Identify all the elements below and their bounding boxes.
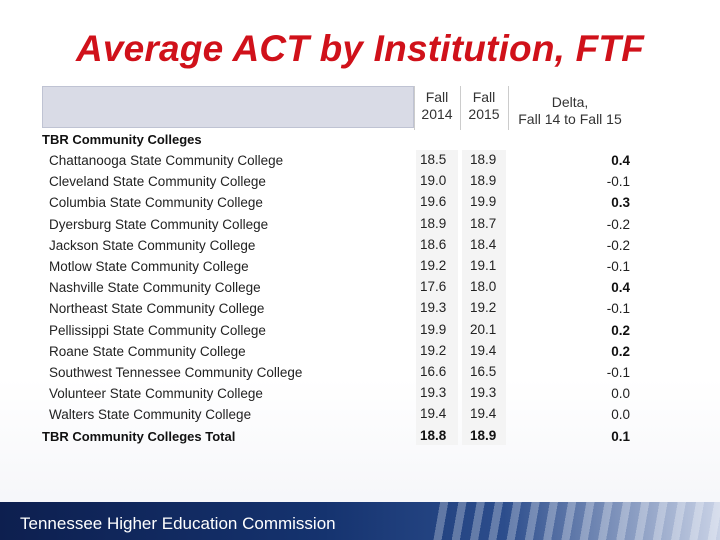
institution-name: Southwest Tennessee Community College	[49, 365, 303, 380]
table-row: Roane State Community College 19.2 19.4 0.2	[0, 341, 720, 362]
fall-2014-value: 19.0	[420, 173, 447, 189]
table-row: Columbia State Community College 19.6 19.9…	[0, 192, 720, 213]
institution-name: TBR Community Colleges Total	[42, 428, 236, 444]
table-row: Walters State Community College 19.4 19.4 0…	[0, 404, 720, 425]
footer-text: Tennessee Higher Education Commission	[20, 514, 336, 533]
column-header-fall-2014: Fall 2014	[416, 89, 458, 123]
fall-2015-value: 19.1	[470, 258, 497, 273]
fall-2014-value: 19.9	[420, 321, 447, 337]
institution-name: Jackson State Community College	[49, 237, 256, 253]
fall-2015-value: 19.2	[470, 300, 497, 316]
table-row: Southwest Tennessee Community College 16.…	[0, 362, 720, 383]
fall-2015-value: 20.1	[470, 321, 497, 337]
slide-title: Average ACT by Institution, FTF	[75, 28, 645, 69]
table-header-box	[42, 86, 414, 128]
fall-2014-value: 18.9	[420, 215, 447, 231]
column-header-line: Fall	[472, 89, 496, 105]
flag-graphic	[430, 502, 720, 540]
fall-2015-value: 19.4	[470, 406, 497, 422]
delta-value: -0.2	[606, 237, 630, 253]
column-band	[462, 150, 506, 445]
fall-2014-value: 18.8	[420, 427, 447, 443]
fall-2015-value: 19.4	[470, 342, 497, 358]
institution-name: Motlow State Community College	[49, 259, 249, 274]
institution-name: Northeast State Community College	[49, 301, 265, 317]
fall-2014-value: 17.6	[420, 279, 447, 295]
delta-value: 0.0	[611, 407, 630, 423]
institution-name: Cleveland State Community College	[49, 174, 266, 190]
table-row: Chattanooga State Community College 18.5 1…	[0, 150, 720, 171]
delta-value: -0.1	[606, 301, 630, 317]
institution-name: Roane State Community College	[49, 343, 246, 359]
delta-value: 0.1	[611, 428, 630, 444]
fall-2015-value: 18.9	[470, 152, 497, 167]
fall-2015-value: 18.9	[470, 173, 497, 189]
fall-2014-value: 18.5	[420, 152, 447, 167]
fall-2014-value: 19.6	[420, 194, 447, 210]
fall-2014-value: 18.6	[420, 236, 447, 252]
table-row: Nashville State Community College 17.6 18.…	[0, 277, 720, 298]
delta-value: 0.2	[611, 343, 630, 359]
delta-value: -0.1	[606, 259, 630, 274]
fall-2015-value: 18.9	[470, 427, 497, 443]
institution-name: Volunteer State Community College	[49, 386, 263, 402]
table-row: Pellissippi State Community College 19.9 2…	[0, 320, 720, 341]
fall-2014-value: 19.3	[420, 300, 447, 316]
column-separator	[508, 86, 509, 130]
footer-bar: Tennessee Higher Education Commission	[0, 502, 720, 540]
table-row: Motlow State Community College 19.2 19.1 -0…	[0, 256, 720, 277]
fall-2014-value: 19.2	[420, 258, 447, 273]
table-row: Volunteer State Community College 19.3 19.…	[0, 383, 720, 404]
table-row: Dyersburg State Community College 18.9 18.…	[0, 214, 720, 235]
fall-2015-value: 18.0	[470, 279, 497, 295]
column-band	[416, 150, 458, 445]
table-row: Northeast State Community College 19.3 19.…	[0, 298, 720, 319]
fall-2014-value: 19.2	[420, 342, 447, 358]
delta-value: 0.3	[611, 195, 630, 211]
institution-name: Dyersburg State Community College	[49, 216, 269, 232]
institution-name: Chattanooga State Community College	[49, 153, 284, 168]
delta-value: -0.2	[606, 216, 630, 232]
delta-value: 0.4	[611, 280, 630, 296]
delta-value: -0.1	[606, 174, 630, 190]
column-separator	[414, 86, 415, 130]
fall-2015-value: 18.4	[470, 236, 497, 252]
column-header-line: Fall	[425, 89, 449, 105]
section-label: TBR Community Colleges	[42, 132, 202, 147]
column-header-fall-2015: Fall 2015	[462, 89, 506, 123]
delta-value: 0.2	[611, 322, 630, 338]
column-separator	[460, 86, 461, 130]
institution-name: Nashville State Community College	[49, 280, 261, 296]
delta-value: 0.4	[611, 153, 630, 168]
table-row: Cleveland State Community College 19.0 18.…	[0, 171, 720, 192]
table-total-row: TBR Community Colleges Total 18.8 18.9 0.1	[0, 426, 720, 447]
institution-name: Pellissippi State Community College	[49, 322, 266, 338]
fall-2015-value: 16.5	[470, 364, 497, 379]
column-header-delta: Delta, Fall 14 to Fall 15	[510, 94, 630, 128]
fall-2015-value: 18.7	[470, 215, 497, 231]
column-header-line: 2014	[421, 106, 453, 122]
fall-2014-value: 19.4	[420, 406, 447, 422]
delta-value: 0.0	[611, 386, 630, 402]
column-header-line: Delta,	[551, 94, 589, 110]
fall-2014-value: 16.6	[420, 364, 447, 379]
fall-2014-value: 19.3	[420, 385, 447, 401]
fall-2015-value: 19.3	[470, 385, 497, 401]
fall-2015-value: 19.9	[470, 194, 497, 210]
table-row: Jackson State Community College 18.6 18.4 -…	[0, 235, 720, 256]
institution-name: Columbia State Community College	[49, 195, 263, 211]
delta-value: -0.1	[606, 365, 630, 380]
column-header-line: 2015	[468, 106, 500, 122]
institution-name: Walters State Community College	[49, 407, 252, 423]
column-header-line: Fall 14 to Fall 15	[518, 111, 622, 127]
